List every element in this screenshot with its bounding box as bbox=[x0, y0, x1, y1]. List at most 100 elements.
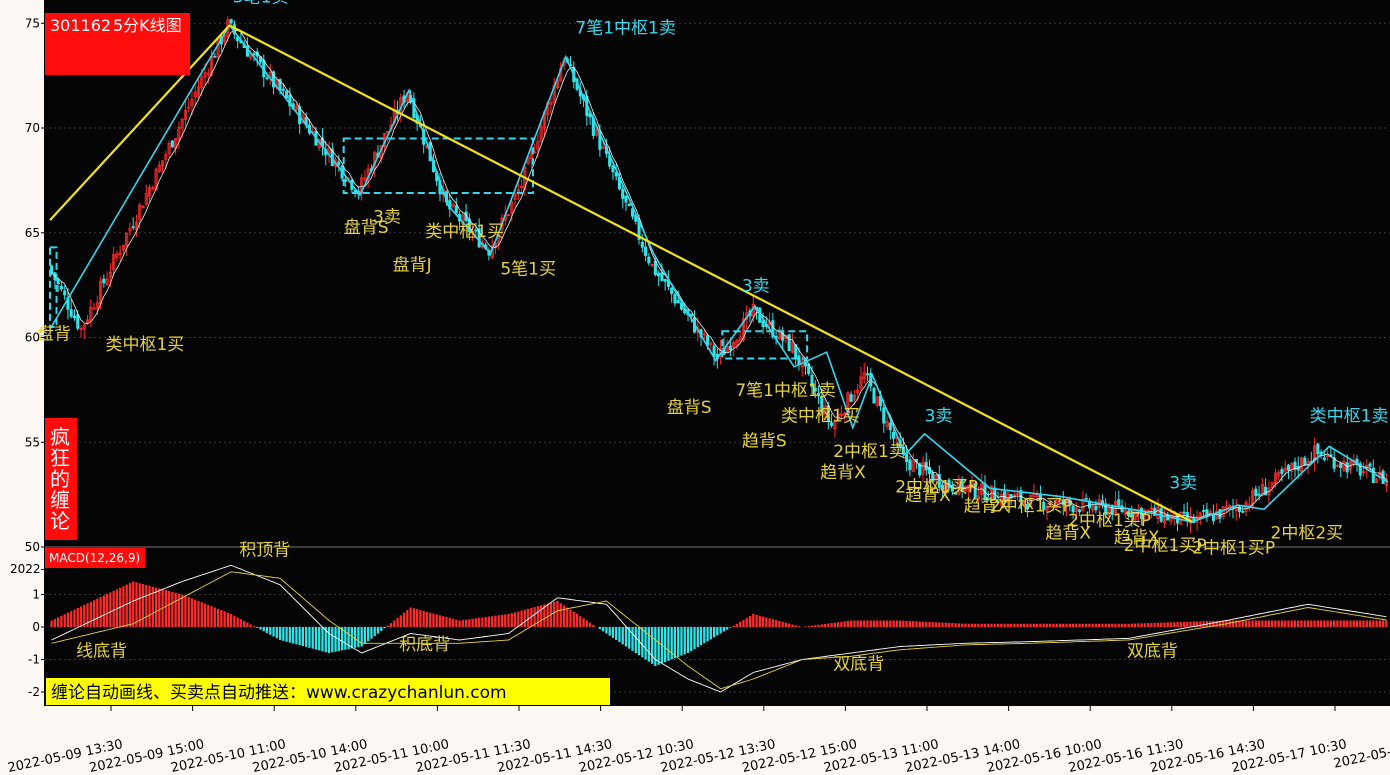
candle-body bbox=[59, 285, 63, 290]
promo-banner: 缠论自动画线、买卖点自动推送：www.crazychanlun.com bbox=[51, 683, 507, 703]
macd-signal-label: 双底背 bbox=[1127, 641, 1178, 661]
candle-body bbox=[294, 105, 298, 111]
candle-body bbox=[157, 164, 161, 173]
candle-body bbox=[206, 72, 210, 75]
candle-body bbox=[1042, 501, 1046, 510]
candle-body bbox=[852, 395, 856, 400]
candle-body bbox=[1247, 504, 1251, 507]
pivot-zone bbox=[49, 246, 58, 329]
candle-body bbox=[761, 320, 765, 328]
signal-label: 趋背X bbox=[964, 496, 1010, 516]
signal-label: 趋背X bbox=[1045, 524, 1091, 544]
candle-body bbox=[187, 106, 191, 109]
macd-label: MACD(12,26,9) bbox=[49, 551, 140, 565]
candle-body bbox=[885, 420, 889, 427]
candle-body bbox=[520, 185, 524, 188]
candle-body bbox=[892, 431, 896, 439]
candle-body bbox=[937, 474, 941, 488]
candle-body bbox=[839, 413, 843, 417]
candle-body bbox=[823, 405, 827, 415]
candle-body bbox=[1104, 503, 1108, 515]
candle-body bbox=[967, 484, 971, 490]
candle-body bbox=[76, 314, 80, 329]
signal-label: 3卖 bbox=[742, 276, 770, 296]
signal-label: 7笔1中枢1卖 bbox=[575, 19, 675, 39]
candle-body bbox=[797, 355, 801, 366]
candle-body bbox=[1022, 501, 1026, 504]
candle-body bbox=[1179, 511, 1183, 525]
candle-body bbox=[1316, 443, 1320, 455]
candle-body bbox=[89, 306, 93, 321]
candle-body bbox=[960, 479, 964, 493]
candle-body bbox=[986, 497, 990, 501]
candle-body bbox=[1100, 500, 1104, 504]
candle-body bbox=[477, 228, 481, 248]
candle-body bbox=[911, 460, 915, 473]
candle-body bbox=[1368, 463, 1372, 467]
signal-label: 2中枢1买P bbox=[895, 478, 978, 498]
side-title-box bbox=[45, 418, 77, 540]
candle-body bbox=[1107, 507, 1111, 517]
candle-body bbox=[1358, 463, 1362, 476]
stroke-line bbox=[49, 23, 1389, 523]
signal-label: 类中枢1买 bbox=[105, 335, 184, 355]
candle-body bbox=[875, 396, 879, 406]
candle-body bbox=[1339, 463, 1343, 468]
candle-body bbox=[849, 394, 853, 402]
signal-label: 盘背S bbox=[667, 398, 712, 418]
candle-body bbox=[859, 376, 863, 389]
candle-body bbox=[921, 462, 925, 475]
candle-body bbox=[1293, 461, 1297, 470]
candle-body bbox=[712, 345, 716, 357]
candle-body bbox=[193, 91, 197, 97]
candle-body bbox=[1081, 498, 1085, 511]
signal-label: 2中枢1卖 bbox=[833, 442, 906, 462]
candle-body bbox=[1290, 463, 1294, 472]
candle-body bbox=[702, 333, 706, 336]
signal-label: 3卖 bbox=[1169, 473, 1197, 493]
candle-body bbox=[970, 481, 974, 488]
candle-body bbox=[1078, 509, 1082, 512]
candle-body bbox=[1322, 457, 1326, 460]
candle-body bbox=[1371, 467, 1375, 483]
ma-line bbox=[51, 30, 1387, 519]
macd-signal-label: 线底背 bbox=[76, 641, 127, 661]
signal-label: 类中枢1买 bbox=[425, 222, 504, 242]
candle-body bbox=[1286, 464, 1291, 471]
candle-body bbox=[973, 483, 977, 498]
candle-body bbox=[451, 204, 455, 207]
trend-line bbox=[228, 24, 1193, 523]
signal-label: 3卖 bbox=[373, 207, 401, 227]
candle-body bbox=[115, 253, 119, 259]
dea-line bbox=[51, 571, 1387, 690]
candle-body bbox=[134, 221, 139, 230]
candle-body bbox=[138, 204, 142, 221]
candle-body bbox=[1182, 511, 1186, 514]
candle-body bbox=[151, 187, 155, 190]
candle-body bbox=[1117, 499, 1121, 507]
macd-y-tick-label: -2 bbox=[28, 685, 40, 699]
candle-body bbox=[200, 76, 204, 89]
signal-label: 2中枢1买P bbox=[1068, 511, 1151, 531]
signal-label: 盘背 bbox=[37, 325, 71, 345]
candle-body bbox=[676, 300, 680, 304]
candle-body bbox=[1283, 467, 1287, 472]
macd-label-box bbox=[45, 548, 145, 568]
macd-y-tick-label: 1 bbox=[32, 588, 40, 602]
candle-body bbox=[663, 278, 667, 282]
candle-body bbox=[1260, 484, 1264, 496]
candle-body bbox=[1273, 472, 1277, 485]
candle-body bbox=[79, 327, 83, 330]
candle-body bbox=[787, 334, 791, 352]
candle-body bbox=[1074, 507, 1078, 513]
signal-label: 趋背X bbox=[820, 463, 866, 483]
candle-body bbox=[856, 389, 860, 394]
candle-body bbox=[272, 71, 276, 88]
trend-line bbox=[49, 24, 231, 221]
candle-body bbox=[85, 319, 90, 323]
candle-body bbox=[1123, 508, 1127, 515]
candle-body bbox=[180, 118, 184, 129]
candle-body bbox=[105, 278, 109, 285]
